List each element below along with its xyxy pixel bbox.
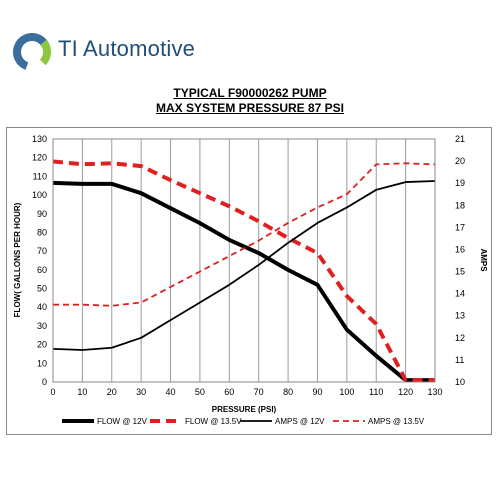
brand-name: TI Automotive [58, 36, 196, 61]
y-axis-label: FLOW( GALLONS PER HOUR) [13, 202, 22, 317]
y-tick-label: 50 [37, 284, 47, 294]
chart-frame [6, 127, 492, 435]
y-tick-label: 120 [32, 153, 47, 163]
y-tick-label: 80 [37, 227, 47, 237]
series-line-flow-13-5v [52, 159, 435, 383]
x-tick-label: 110 [369, 387, 383, 397]
y-tick-label: 30 [37, 321, 47, 331]
y-tick-label: 0 [42, 377, 47, 387]
y2-tick-label: 10 [455, 377, 465, 387]
legend-label: FLOW @ 12V [97, 417, 148, 426]
legend-label: AMPS @ 13.5V [368, 417, 425, 426]
x-tick-label: 10 [77, 387, 87, 397]
series-line-flow-12v [52, 180, 435, 383]
y-tick-label: 20 [37, 340, 47, 350]
x-tick-label: 30 [136, 387, 146, 397]
chart-title: TYPICAL F90000262 PUMP [173, 86, 327, 100]
y2-tick-label: 14 [455, 289, 465, 299]
y2-tick-label: 16 [455, 244, 465, 254]
y2-tick-label: 12 [455, 333, 465, 343]
y-tick-label: 40 [37, 302, 47, 312]
y-tick-label: 70 [37, 246, 47, 256]
y-tick-label: 60 [37, 265, 47, 275]
x-tick-label: 120 [398, 387, 413, 397]
legend-label: AMPS @ 12V [275, 417, 325, 426]
y2-axis-label: AMPS [479, 248, 488, 272]
y2-tick-label: 11 [455, 355, 464, 365]
y2-tick-label: 18 [455, 200, 465, 210]
y2-tick-label: 13 [455, 311, 465, 321]
x-tick-label: 0 [50, 387, 55, 397]
x-tick-label: 50 [195, 387, 205, 397]
ti-ring-logo-icon [13, 33, 51, 71]
y-tick-label: 90 [37, 209, 47, 219]
x-tick-label: 60 [224, 387, 234, 397]
y-tick-label: 130 [32, 134, 47, 144]
x-tick-label: 80 [283, 387, 293, 397]
series-line-amps-13-5v [53, 162, 436, 307]
x-tick-label: 20 [107, 387, 117, 397]
y2-tick-label: 19 [455, 178, 465, 188]
chart-subtitle: MAX SYSTEM PRESSURE 87 PSI [155, 101, 345, 115]
x-axis-label: PRESSURE (PSI) [212, 405, 277, 414]
y2-tick-label: 15 [455, 267, 465, 277]
y-tick-label: 110 [33, 171, 47, 181]
legend-label: FLOW @ 13.5V [185, 417, 242, 426]
y2-tick-label: 17 [455, 222, 465, 232]
series-line-amps-12v [52, 180, 436, 351]
x-tick-label: 100 [339, 387, 354, 397]
y2-tick-label: 21 [455, 134, 465, 144]
y-tick-label: 100 [32, 190, 47, 200]
y2-tick-label: 20 [455, 156, 465, 166]
y-tick-label: 10 [37, 358, 47, 368]
x-tick-label: 70 [254, 387, 264, 397]
x-tick-label: 130 [427, 387, 442, 397]
x-tick-label: 40 [166, 387, 176, 397]
x-tick-label: 90 [312, 387, 322, 397]
